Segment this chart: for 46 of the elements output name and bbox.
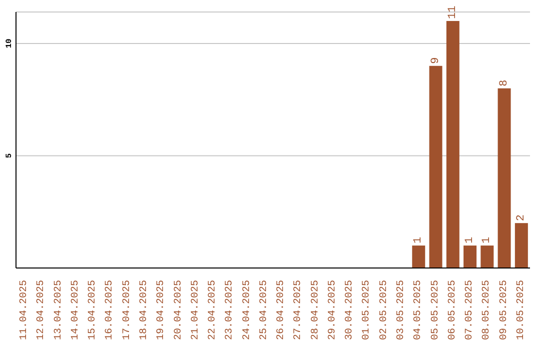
x-tick-label: 08.05.2025 — [482, 280, 493, 340]
x-tick-label: 13.04.2025 — [53, 280, 64, 340]
x-tick-label: 28.04.2025 — [310, 280, 322, 340]
x-tick-label: 24.04.2025 — [242, 280, 253, 340]
x-tick-label: 04.05.2025 — [413, 280, 424, 340]
data-label: 1 — [464, 236, 476, 244]
x-tick-label: 11.04.2025 — [19, 280, 30, 340]
x-tick-label: 21.04.2025 — [190, 280, 202, 340]
x-tick-label: 22.04.2025 — [208, 280, 219, 340]
x-tick-label: 30.04.2025 — [344, 280, 356, 340]
x-tick-label: 15.04.2025 — [88, 280, 99, 340]
data-label: 1 — [412, 236, 425, 244]
x-tick-label: 20.04.2025 — [173, 280, 184, 340]
y-tick-label: 5 — [5, 153, 14, 158]
data-label: 11 — [446, 5, 459, 19]
x-tick-label: 18.04.2025 — [139, 280, 150, 340]
bar — [429, 66, 442, 268]
data-label: 9 — [430, 57, 442, 64]
data-label: 2 — [515, 214, 528, 222]
x-tick-label: 26.04.2025 — [276, 280, 288, 340]
x-tick-label: 12.04.2025 — [36, 280, 48, 340]
x-tick-label: 27.04.2025 — [293, 280, 304, 340]
bar — [514, 223, 528, 268]
x-tick-label: 02.05.2025 — [378, 280, 390, 340]
bar — [446, 20, 460, 268]
x-tick-label: 03.05.2025 — [396, 280, 407, 340]
x-tick-label: 07.05.2025 — [464, 280, 476, 340]
bar — [498, 88, 511, 268]
x-tick-label: 29.04.2025 — [327, 280, 338, 340]
y-tick-label: 10 — [5, 38, 14, 48]
x-tick-label: 16.04.2025 — [104, 280, 116, 340]
data-label: 8 — [498, 80, 510, 86]
x-tick-label: 17.04.2025 — [122, 280, 133, 340]
x-tick-label: 09.05.2025 — [498, 280, 510, 340]
data-label: 1 — [481, 236, 494, 244]
x-tick-label: 05.05.2025 — [430, 280, 442, 340]
bar — [464, 246, 477, 268]
bar — [480, 246, 494, 268]
x-tick-label: 14.04.2025 — [70, 280, 82, 340]
x-tick-label: 10.05.2025 — [516, 280, 527, 340]
x-tick-label: 23.04.2025 — [224, 280, 236, 340]
x-tick-label: 06.05.2025 — [447, 280, 458, 340]
x-tick-label: 25.04.2025 — [258, 280, 270, 340]
bar — [412, 246, 426, 268]
x-tick-label: 01.05.2025 — [362, 280, 373, 340]
x-tick-label: 19.04.2025 — [156, 280, 168, 340]
